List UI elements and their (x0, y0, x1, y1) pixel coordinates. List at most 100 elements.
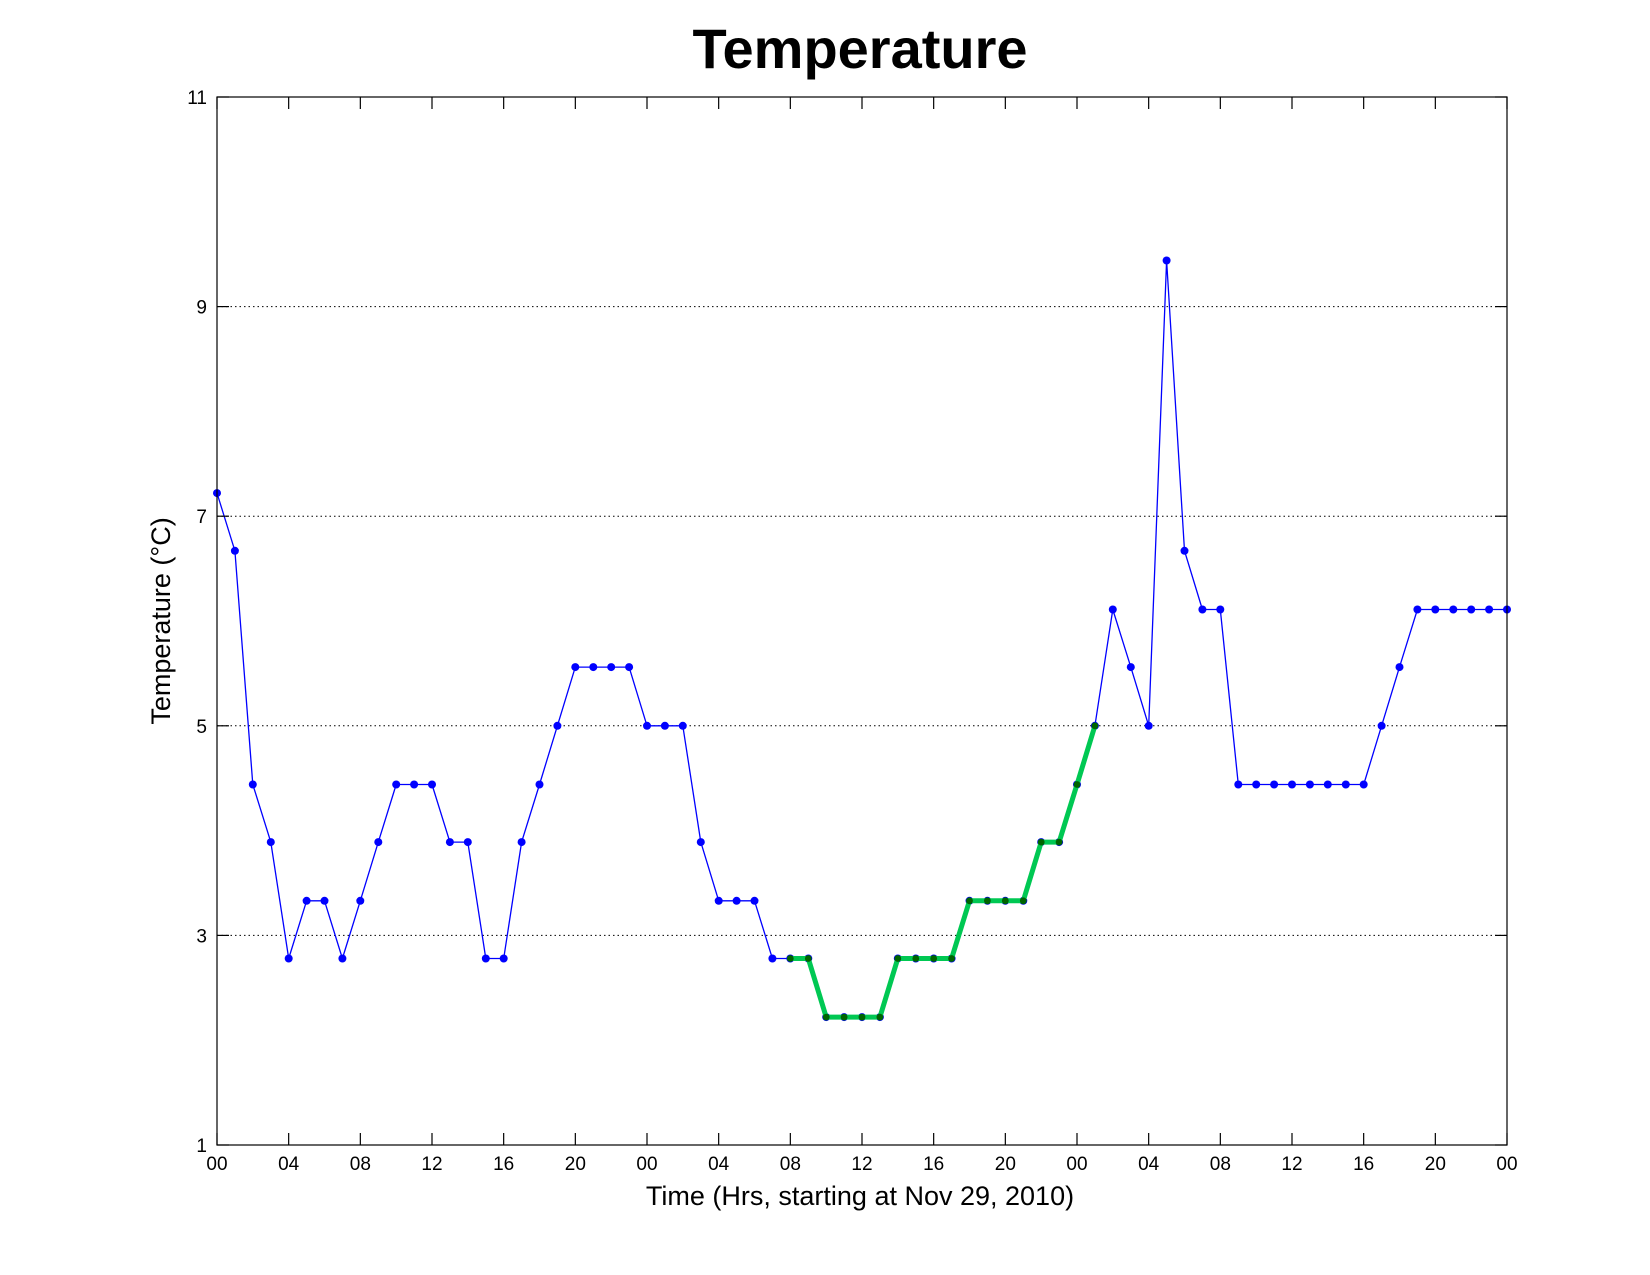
x-tick-label: 00 (1066, 1154, 1087, 1175)
y-tick-label: 5 (196, 717, 207, 738)
x-tick-label: 00 (1496, 1154, 1517, 1175)
data-point (1162, 256, 1171, 265)
highlight-data-point (786, 955, 794, 962)
x-tick-label: 20 (995, 1154, 1016, 1175)
data-point (230, 546, 239, 555)
highlight-data-point (876, 1013, 884, 1021)
data-point (248, 780, 257, 789)
data-point (750, 896, 759, 905)
data-point (428, 780, 436, 789)
highlight-data-point (822, 1013, 830, 1021)
x-tick-label: 16 (1353, 1154, 1374, 1175)
series-line (216, 259, 1507, 1018)
x-tick-label: 20 (1425, 1154, 1446, 1175)
y-tick-label: 7 (196, 507, 207, 528)
data-point (553, 721, 562, 730)
highlight-data-point (966, 897, 973, 905)
y-tick-label: 1 (196, 1136, 207, 1157)
data-point (1395, 663, 1404, 672)
data-point (410, 780, 419, 789)
data-point (481, 954, 490, 963)
data-point (1126, 663, 1135, 672)
x-tick-label: 08 (350, 1154, 371, 1175)
highlight-data-point (1019, 897, 1027, 905)
x-tick-label: 04 (278, 1154, 300, 1175)
data-point (1305, 780, 1314, 789)
data-point (1270, 780, 1279, 789)
highlight-data-point (1001, 897, 1009, 905)
x-tick-label: 12 (421, 1154, 442, 1175)
data-point (1341, 780, 1350, 789)
y-axis-label: Temperature (°C) (146, 517, 176, 724)
highlight-data-point (1091, 722, 1099, 730)
data-point (1180, 546, 1189, 555)
data-point (320, 896, 329, 905)
data-point (732, 896, 741, 905)
x-tick-label: 00 (206, 1154, 227, 1175)
data-point (625, 663, 634, 672)
data-point (643, 721, 651, 730)
data-point (1323, 780, 1332, 789)
data-point (338, 954, 347, 963)
data-point (392, 780, 401, 789)
x-tick-label: 04 (1138, 1154, 1160, 1175)
data-point (1467, 605, 1476, 614)
data-point (535, 780, 544, 789)
x-tick-label: 00 (636, 1154, 657, 1175)
x-tick-label: 20 (565, 1154, 586, 1175)
data-point (517, 838, 526, 847)
data-point (1234, 780, 1243, 789)
highlight-data-point (912, 955, 920, 962)
plot-series (213, 256, 1511, 1022)
highlight-data-point (930, 955, 938, 962)
data-point (678, 721, 687, 730)
y-tick-label: 9 (196, 298, 207, 319)
data-point (607, 663, 616, 672)
data-point (1216, 605, 1225, 614)
data-point (1108, 605, 1117, 614)
x-tick-label: 16 (923, 1154, 944, 1175)
y-tick-label: 3 (196, 926, 207, 947)
data-point (1413, 605, 1422, 614)
data-point (696, 838, 705, 847)
highlight-data-point (840, 1013, 848, 1021)
highlight-data-point (948, 955, 955, 962)
highlight-data-point (1073, 781, 1081, 788)
data-point (266, 838, 275, 847)
data-point (499, 954, 508, 963)
highlight-data-point (984, 897, 991, 905)
axis-ticks: 1 3 5 7 9 11 00 04 08 12 16 20 00 04 08 12 16 20 00 04 08 12 1… (187, 88, 1517, 1175)
y-tick-label: 11 (187, 88, 207, 109)
x-tick-label: 08 (780, 1154, 801, 1175)
data-point (374, 838, 383, 847)
data-point (1377, 721, 1386, 730)
x-tick-label: 04 (708, 1154, 730, 1175)
data-point (1449, 605, 1458, 614)
x-tick-label: 08 (1210, 1154, 1231, 1175)
data-point (1198, 605, 1207, 614)
highlight-data-point (1055, 838, 1063, 846)
data-point (714, 896, 723, 905)
data-point (1359, 780, 1368, 789)
data-point (302, 896, 311, 905)
x-tick-label: 12 (1281, 1154, 1302, 1175)
grid-lines (217, 306, 1507, 936)
highlight-data-point (1037, 838, 1045, 846)
data-point (1288, 780, 1296, 789)
x-tick-label: 12 (851, 1154, 872, 1175)
highlight-series-line (790, 725, 1098, 1020)
chart-title: Temperature (692, 17, 1027, 80)
highlight-data-point (858, 1013, 866, 1021)
data-point (463, 838, 472, 847)
highlight-data-point (894, 955, 902, 962)
data-point (284, 954, 293, 963)
data-point (1252, 780, 1261, 789)
highlight-data-point (804, 955, 812, 962)
x-tick-label: 16 (493, 1154, 514, 1175)
data-point (445, 838, 454, 847)
data-point (356, 896, 365, 905)
data-point (571, 663, 580, 672)
data-point (589, 663, 598, 672)
plot-frame (216, 96, 1508, 1146)
